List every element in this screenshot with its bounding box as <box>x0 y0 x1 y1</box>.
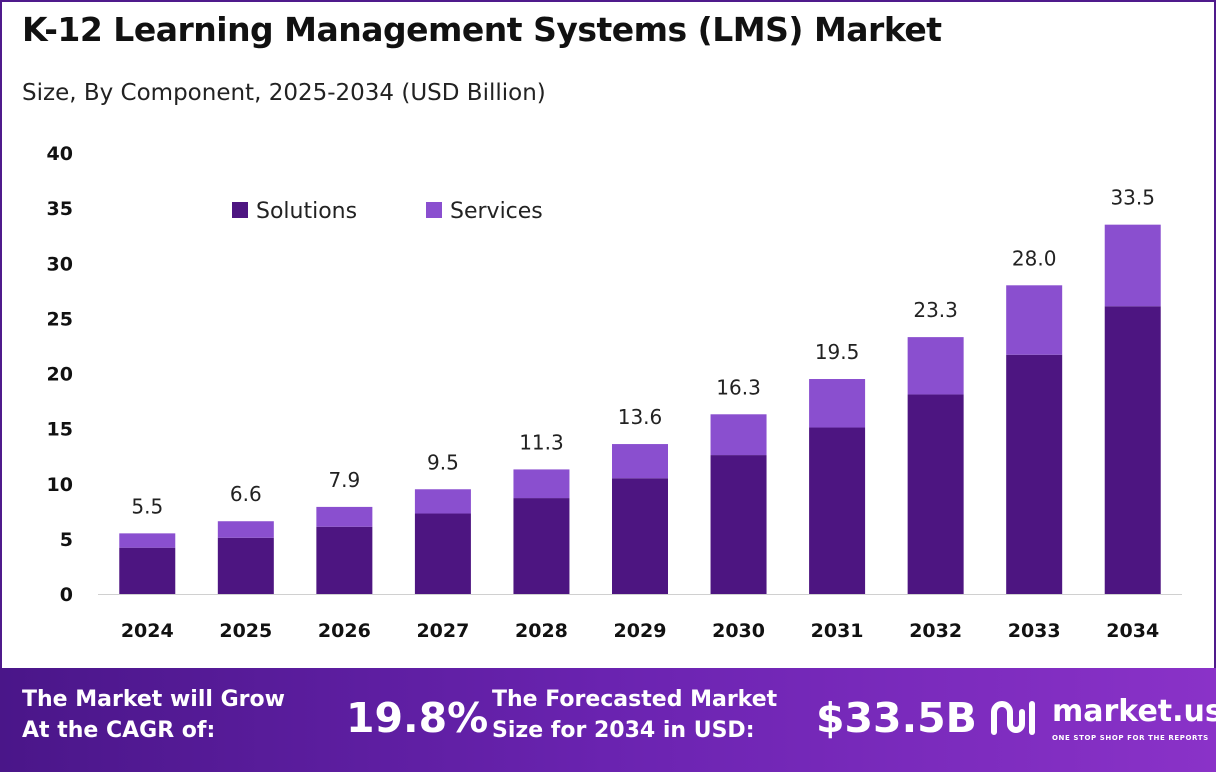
legend: Solutions Services <box>232 199 543 224</box>
x-tick-label: 2027 <box>416 620 469 642</box>
brand-tagline: ONE STOP SHOP FOR THE REPORTS <box>1052 734 1209 742</box>
bar-services <box>1006 285 1063 355</box>
bar-services <box>907 337 964 395</box>
x-axis-ticks: 2024 2025 2026 2027 2028 2029 2030 2031 2032 2033… <box>121 620 1159 642</box>
y-tick-label: 25 <box>47 308 73 330</box>
bar-solutions <box>1104 306 1161 594</box>
bar-services <box>1104 224 1161 307</box>
total-data-label: 16.3 <box>716 375 761 399</box>
total-data-label: 19.5 <box>815 340 860 364</box>
x-tick-label: 2030 <box>712 620 765 642</box>
y-tick-label: 20 <box>47 364 73 386</box>
legend-label: Services <box>450 199 543 224</box>
bar-services <box>316 506 373 527</box>
bar-services <box>119 533 176 548</box>
page-title: K-12 Learning Management Systems (LMS) M… <box>22 10 942 49</box>
bar-solutions <box>316 526 373 594</box>
x-tick-label: 2028 <box>515 620 568 642</box>
total-data-label: 6.6 <box>230 482 262 506</box>
y-tick-label: 30 <box>47 253 73 275</box>
bar-solutions <box>1006 354 1063 594</box>
total-data-label: 28.0 <box>1012 246 1057 270</box>
x-tick-label: 2031 <box>811 620 864 642</box>
bar-solutions <box>809 427 866 594</box>
y-tick-label: 10 <box>47 474 73 496</box>
total-data-label: 11.3 <box>519 430 564 454</box>
forecast-label: The Forecasted Market Size for 2034 in U… <box>492 684 777 746</box>
bar-services <box>612 444 668 479</box>
bar-solutions <box>907 394 964 594</box>
x-tick-label: 2025 <box>219 620 272 642</box>
total-data-label: 23.3 <box>913 298 958 322</box>
bar-solutions <box>612 478 668 594</box>
y-tick-label: 15 <box>47 419 73 441</box>
total-data-label: 7.9 <box>328 468 360 492</box>
y-axis-ticks: 0 5 10 15 20 25 30 35 40 <box>47 143 73 606</box>
x-tick-label: 2033 <box>1008 620 1061 642</box>
bar-services <box>710 414 767 456</box>
cagr-label-line1: The Market will Grow <box>22 687 285 712</box>
x-tick-label: 2024 <box>121 620 174 642</box>
y-tick-label: 5 <box>60 529 73 551</box>
legend-swatch <box>232 202 248 218</box>
total-data-label: 33.5 <box>1110 186 1155 210</box>
total-data-label: 5.5 <box>131 494 163 518</box>
market-us-logo-icon <box>991 701 1035 735</box>
bar-solutions <box>119 547 176 594</box>
x-tick-label: 2034 <box>1106 620 1159 642</box>
bar-solutions <box>513 498 570 594</box>
x-tick-label: 2026 <box>318 620 371 642</box>
bar-group: 5.5 6.6 7.9 9.5 11.3 13.6 16.3 19.5 23.3 28.0 33.5 <box>119 186 1161 594</box>
legend-swatch <box>426 202 442 218</box>
cagr-label: The Market will Grow At the CAGR of: <box>22 684 285 746</box>
bar-solutions <box>414 513 471 594</box>
bar-services <box>513 469 570 499</box>
forecast-label-line1: The Forecasted Market <box>492 687 778 712</box>
summary-banner: The Market will Grow At the CAGR of: 19.… <box>0 668 1216 772</box>
y-tick-label: 40 <box>47 143 73 165</box>
bar-services <box>809 379 866 428</box>
brand-name: market.us <box>1052 694 1216 729</box>
bar-services <box>414 489 471 514</box>
x-tick-label: 2032 <box>909 620 962 642</box>
total-data-label: 13.6 <box>618 405 663 429</box>
bar-solutions <box>217 537 274 594</box>
x-tick-label: 2029 <box>614 620 667 642</box>
cagr-value: 19.8% <box>346 694 489 742</box>
forecast-label-line2: Size for 2034 in USD: <box>492 718 755 743</box>
bar-services <box>217 521 274 538</box>
cagr-label-line2: At the CAGR of: <box>22 718 216 743</box>
forecast-value: $33.5B <box>816 694 977 742</box>
bar-solutions <box>710 455 767 594</box>
brand-logo[interactable]: market.us ONE STOP SHOP FOR THE REPORTS <box>990 694 1216 754</box>
y-tick-label: 0 <box>60 584 73 606</box>
y-tick-label: 35 <box>47 198 73 220</box>
page-subtitle: Size, By Component, 2025-2034 (USD Billi… <box>22 80 546 106</box>
total-data-label: 9.5 <box>427 450 459 474</box>
legend-label: Solutions <box>256 199 357 224</box>
